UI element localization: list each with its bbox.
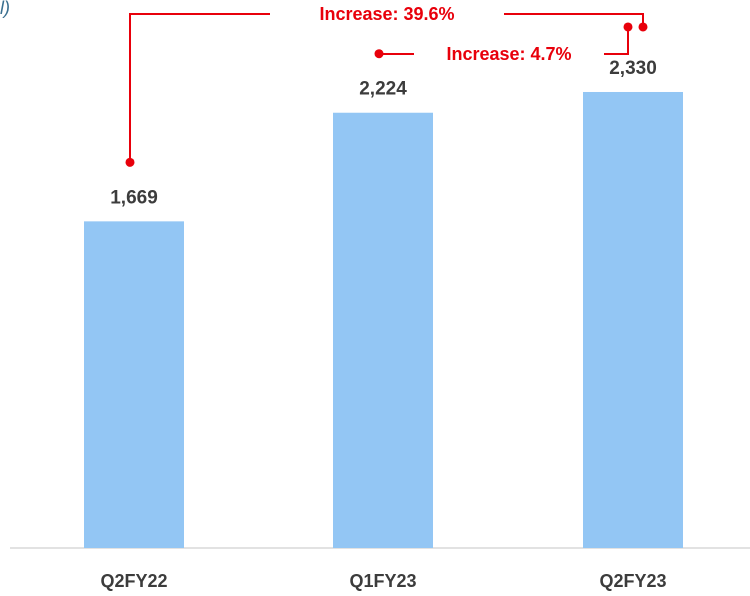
bar-q2fy23 <box>583 91 683 548</box>
annotation-2-dot-to <box>623 22 633 32</box>
chart-title-fragment: l) <box>0 0 10 18</box>
annotation-2-bracket-right <box>604 26 629 55</box>
data-label-q1fy23: 2,224 <box>359 79 407 100</box>
bar-q2fy22 <box>84 221 184 549</box>
x-tick-q1fy23: Q1FY23 <box>349 571 416 591</box>
annotation-1-bracket-right <box>504 13 644 27</box>
data-label-q2fy22: 1,669 <box>110 187 158 208</box>
data-label-q2fy23: 2,330 <box>609 58 657 79</box>
bar-q1fy23 <box>333 112 433 548</box>
x-tick-q2fy23: Q2FY23 <box>599 571 666 591</box>
x-tick-q2fy22: Q2FY22 <box>100 571 167 591</box>
annotation-1-dot-to <box>638 22 648 32</box>
annotation-1-label: Increase: 39.6% <box>319 4 454 24</box>
annotation-1-dot-from <box>125 157 135 167</box>
annotation-2-dot-from <box>374 49 384 59</box>
annotation-2-label: Increase: 4.7% <box>446 44 571 64</box>
annotation-1-bracket-left <box>129 13 270 163</box>
